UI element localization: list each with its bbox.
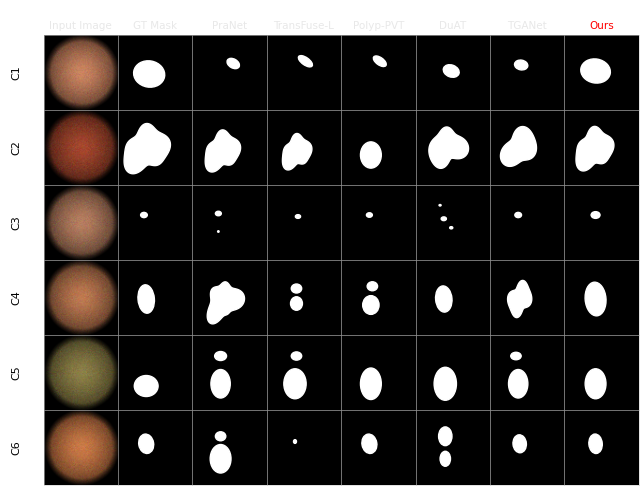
Ellipse shape bbox=[434, 367, 456, 400]
Text: C2: C2 bbox=[12, 140, 22, 155]
Text: C1: C1 bbox=[12, 65, 22, 80]
Ellipse shape bbox=[585, 369, 606, 399]
Text: Ours: Ours bbox=[589, 21, 614, 31]
Ellipse shape bbox=[214, 351, 227, 361]
Ellipse shape bbox=[438, 427, 452, 446]
Ellipse shape bbox=[436, 286, 452, 312]
Ellipse shape bbox=[515, 60, 528, 70]
Ellipse shape bbox=[360, 368, 381, 399]
Ellipse shape bbox=[444, 65, 459, 77]
Text: TGANet: TGANet bbox=[508, 21, 547, 31]
Ellipse shape bbox=[513, 435, 526, 453]
Text: GT Mask: GT Mask bbox=[133, 21, 177, 31]
Ellipse shape bbox=[589, 434, 602, 453]
Ellipse shape bbox=[509, 369, 528, 398]
Ellipse shape bbox=[363, 295, 379, 314]
Text: C3: C3 bbox=[12, 215, 22, 230]
Polygon shape bbox=[207, 282, 244, 324]
Ellipse shape bbox=[296, 215, 301, 218]
Text: DuAT: DuAT bbox=[439, 21, 467, 31]
Ellipse shape bbox=[218, 231, 219, 232]
Text: Polyp-PVT: Polyp-PVT bbox=[353, 21, 404, 31]
Text: TransFuse-L: TransFuse-L bbox=[273, 21, 334, 31]
Ellipse shape bbox=[216, 432, 226, 441]
Polygon shape bbox=[205, 130, 241, 172]
Ellipse shape bbox=[210, 445, 231, 473]
Ellipse shape bbox=[216, 211, 221, 216]
Polygon shape bbox=[282, 134, 312, 170]
Ellipse shape bbox=[211, 369, 230, 398]
Ellipse shape bbox=[450, 226, 452, 229]
Ellipse shape bbox=[580, 59, 611, 83]
Ellipse shape bbox=[291, 284, 301, 293]
Ellipse shape bbox=[511, 352, 521, 360]
Ellipse shape bbox=[440, 451, 451, 466]
Ellipse shape bbox=[441, 217, 446, 221]
Text: PraNet: PraNet bbox=[212, 21, 247, 31]
Ellipse shape bbox=[585, 282, 606, 316]
Ellipse shape bbox=[291, 352, 301, 360]
Ellipse shape bbox=[134, 61, 164, 87]
Ellipse shape bbox=[515, 212, 522, 218]
Ellipse shape bbox=[284, 369, 306, 399]
Ellipse shape bbox=[367, 282, 378, 291]
Ellipse shape bbox=[362, 434, 377, 453]
Polygon shape bbox=[124, 123, 170, 174]
Text: C5: C5 bbox=[12, 365, 22, 380]
Ellipse shape bbox=[591, 211, 600, 218]
Ellipse shape bbox=[439, 205, 441, 206]
Polygon shape bbox=[508, 280, 532, 318]
Ellipse shape bbox=[139, 434, 154, 453]
Ellipse shape bbox=[367, 213, 372, 217]
Text: Input Image: Input Image bbox=[49, 21, 112, 31]
Ellipse shape bbox=[360, 142, 381, 168]
Ellipse shape bbox=[141, 212, 147, 218]
Ellipse shape bbox=[138, 285, 154, 313]
Ellipse shape bbox=[291, 297, 303, 310]
Ellipse shape bbox=[373, 56, 387, 67]
Text: C6: C6 bbox=[12, 440, 22, 455]
Ellipse shape bbox=[134, 376, 158, 397]
Polygon shape bbox=[500, 126, 536, 166]
Ellipse shape bbox=[227, 58, 239, 69]
Polygon shape bbox=[576, 126, 614, 171]
Polygon shape bbox=[429, 127, 468, 168]
Ellipse shape bbox=[298, 55, 312, 67]
Ellipse shape bbox=[294, 440, 296, 443]
Text: C4: C4 bbox=[12, 290, 22, 305]
